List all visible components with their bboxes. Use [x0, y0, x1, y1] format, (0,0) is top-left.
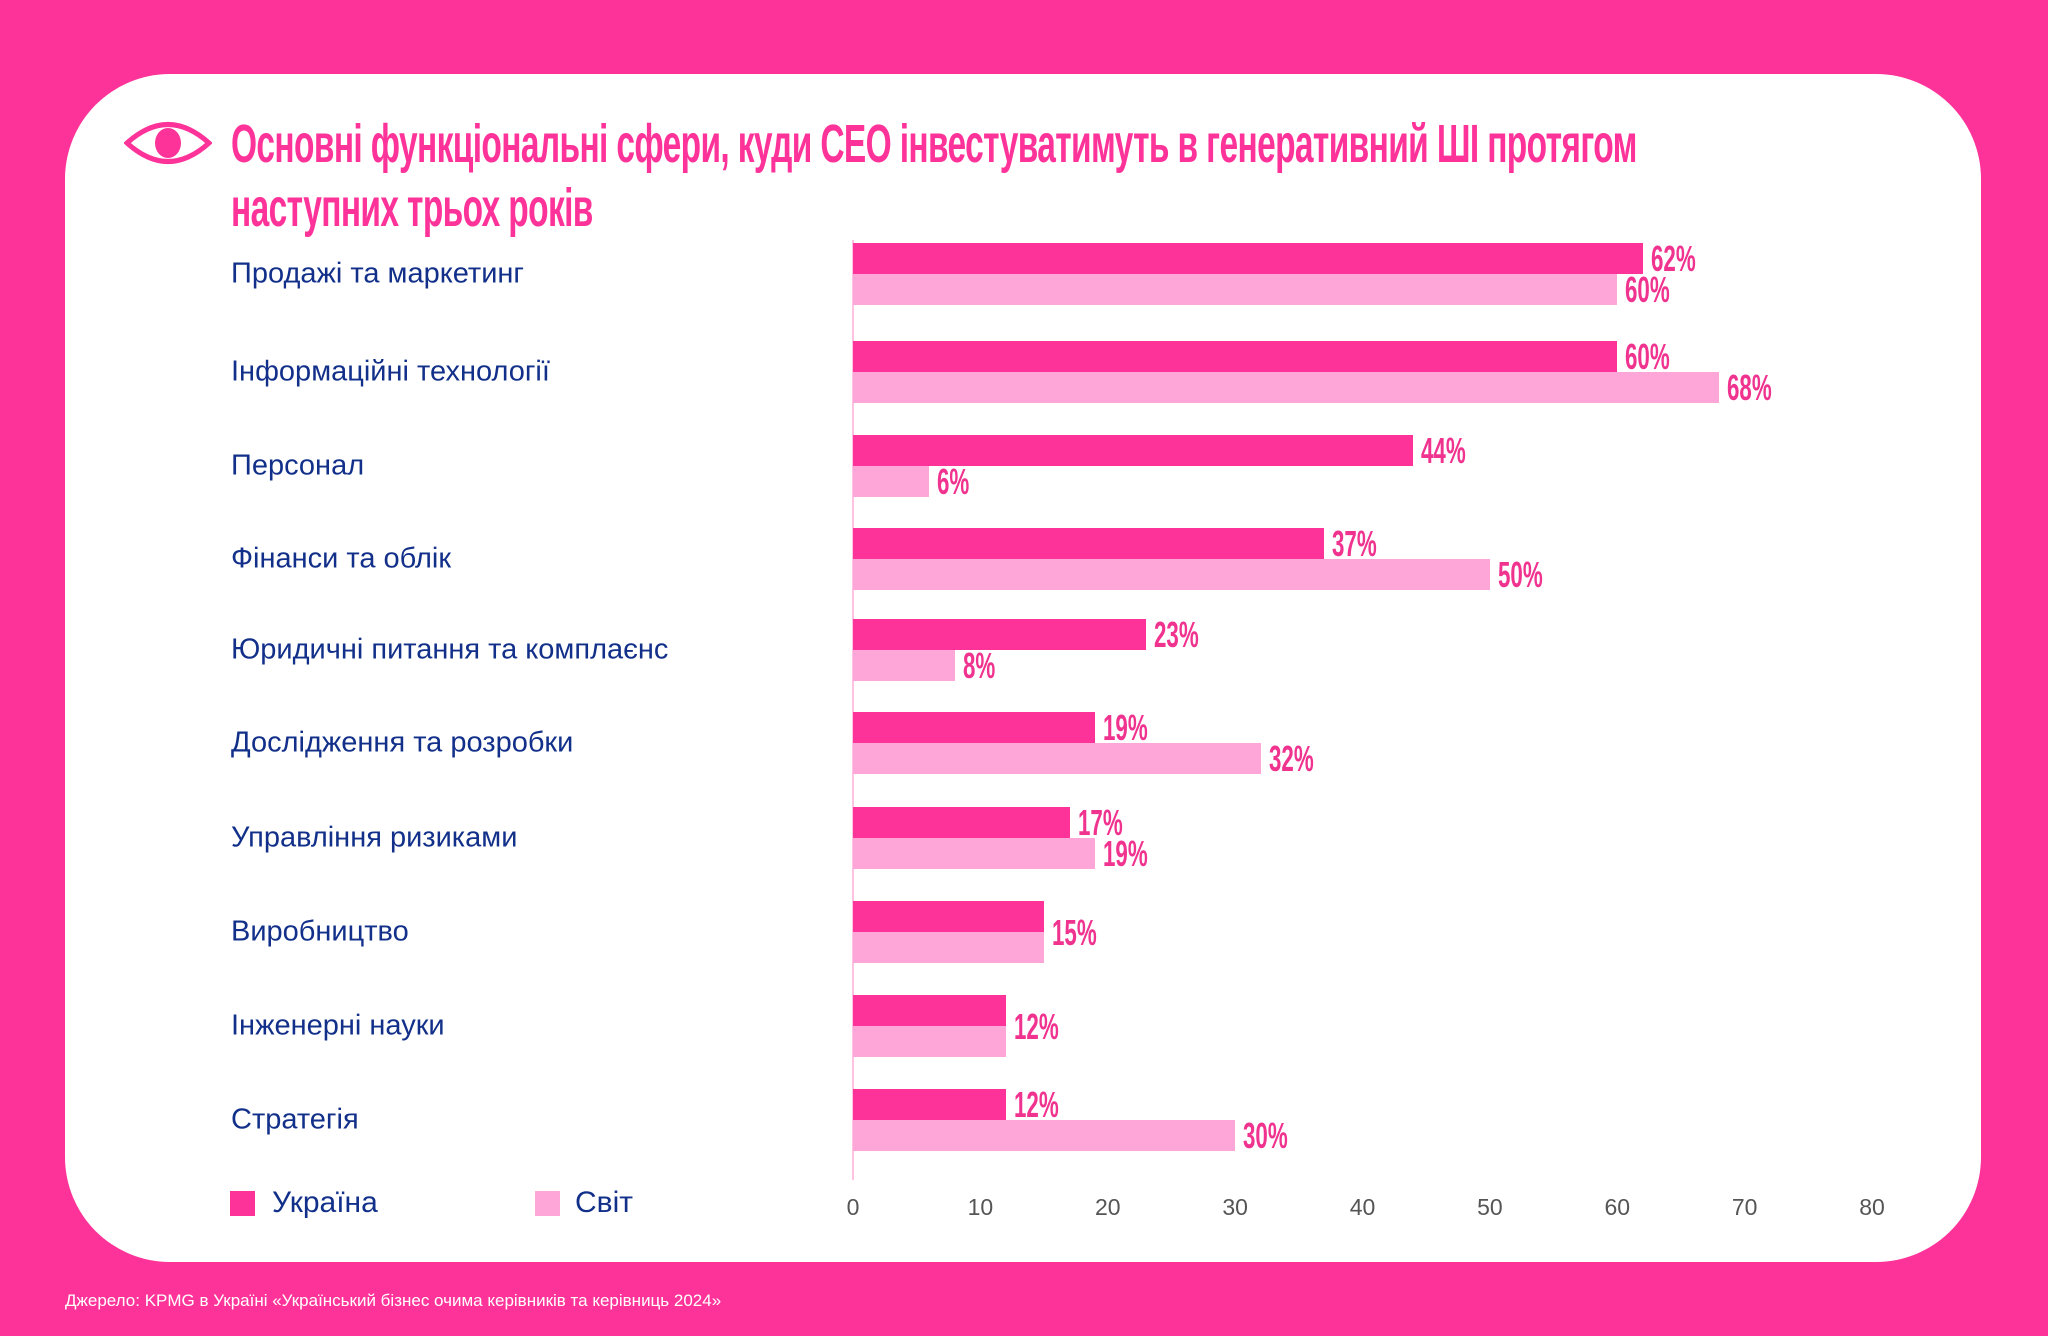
category-label: Дослідження та розробки	[231, 726, 574, 759]
bar-ukraine	[853, 712, 1095, 743]
bar-ukraine	[853, 435, 1414, 466]
x-tick-label: 70	[1731, 1194, 1758, 1220]
bar-ukraine	[853, 341, 1618, 372]
x-tick-label: 30	[1222, 1194, 1248, 1220]
bar-ukraine	[853, 1089, 1006, 1120]
bar-world	[853, 372, 1720, 403]
category-label: Інженерні науки	[231, 1009, 445, 1042]
category-label: Юридичні питання та комплаєнс	[231, 633, 669, 666]
data-label-ukraine: 12%	[1013, 1084, 1059, 1125]
eye-icon	[124, 122, 212, 164]
x-tick-label: 40	[1349, 1194, 1376, 1220]
category-label: Продажі та маркетинг	[231, 257, 525, 290]
bar-ukraine	[853, 619, 1146, 650]
bar-world	[853, 932, 1045, 963]
y-axis-line	[852, 240, 854, 1180]
bar-ukraine	[853, 528, 1325, 559]
data-label-ukraine: 62%	[1650, 238, 1696, 279]
bar-world	[853, 838, 1095, 869]
x-tick-label: 50	[1477, 1194, 1503, 1220]
data-label-ukraine: 17%	[1077, 802, 1123, 843]
bar-world	[853, 1026, 1006, 1057]
data-label-world: 15%	[1052, 912, 1097, 953]
data-label-ukraine: 19%	[1103, 707, 1148, 748]
bar-ukraine	[853, 995, 1006, 1026]
data-label-world: 30%	[1243, 1115, 1288, 1156]
data-label-world: 6%	[937, 461, 970, 502]
category-label: Інформаційні технології	[231, 355, 550, 388]
legend-swatch-ukraine	[230, 1191, 255, 1216]
bar-world	[853, 466, 930, 497]
category-label: Управління ризиками	[231, 821, 518, 854]
bar-world	[853, 274, 1618, 305]
category-label: Виробництво	[231, 915, 409, 948]
bar-ukraine	[853, 243, 1643, 274]
legend-swatch-world	[535, 1191, 560, 1216]
x-tick-label: 10	[967, 1194, 994, 1220]
data-label-ukraine: 37%	[1332, 523, 1377, 564]
data-label-world: 60%	[1625, 269, 1670, 310]
data-label-world: 68%	[1727, 367, 1772, 408]
data-label-world: 8%	[962, 645, 996, 686]
bar-world	[853, 1120, 1236, 1151]
data-label-world: 50%	[1497, 554, 1543, 595]
x-tick-label: 20	[1094, 1194, 1121, 1220]
bar-ukraine	[853, 901, 1045, 932]
data-label-ukraine: 60%	[1625, 336, 1670, 377]
data-label-world: 12%	[1013, 1006, 1059, 1047]
category-label: Фінанси та облік	[231, 542, 452, 575]
data-label-world: 19%	[1103, 833, 1148, 874]
data-label-ukraine: 44%	[1421, 430, 1467, 471]
data-label-ukraine: 23%	[1153, 614, 1199, 655]
chart-title-line-1: Основні функціональні сфери, куди CEO ін…	[231, 114, 1637, 174]
x-tick-label: 0	[846, 1194, 860, 1220]
legend-label-world: Світ	[575, 1186, 634, 1219]
bar-world	[853, 559, 1490, 590]
source-note: Джерело: KPMG в Україні «Український біз…	[65, 1291, 722, 1310]
data-label-world: 32%	[1268, 738, 1314, 779]
bar-world	[853, 743, 1261, 774]
x-tick-label: 60	[1604, 1194, 1631, 1220]
x-tick-label: 80	[1859, 1194, 1885, 1220]
chart-title-line-2: наступних трьох років	[231, 178, 593, 238]
category-label: Персонал	[231, 449, 365, 482]
legend-label-ukraine: Україна	[272, 1186, 378, 1219]
category-label: Стратегія	[231, 1103, 359, 1136]
bar-ukraine	[853, 807, 1070, 838]
bar-world	[853, 650, 955, 681]
